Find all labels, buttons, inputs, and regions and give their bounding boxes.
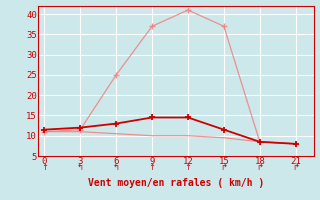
Text: ↱: ↱ <box>256 163 263 172</box>
Text: ↑: ↑ <box>184 163 191 172</box>
Text: ↑: ↑ <box>41 163 48 172</box>
Text: ↱: ↱ <box>220 163 228 172</box>
Text: ↰: ↰ <box>77 163 84 172</box>
Text: ↑: ↑ <box>148 163 156 172</box>
X-axis label: Vent moyen/en rafales ( km/h ): Vent moyen/en rafales ( km/h ) <box>88 178 264 188</box>
Text: ↱: ↱ <box>292 163 299 172</box>
Text: ↰: ↰ <box>113 163 120 172</box>
